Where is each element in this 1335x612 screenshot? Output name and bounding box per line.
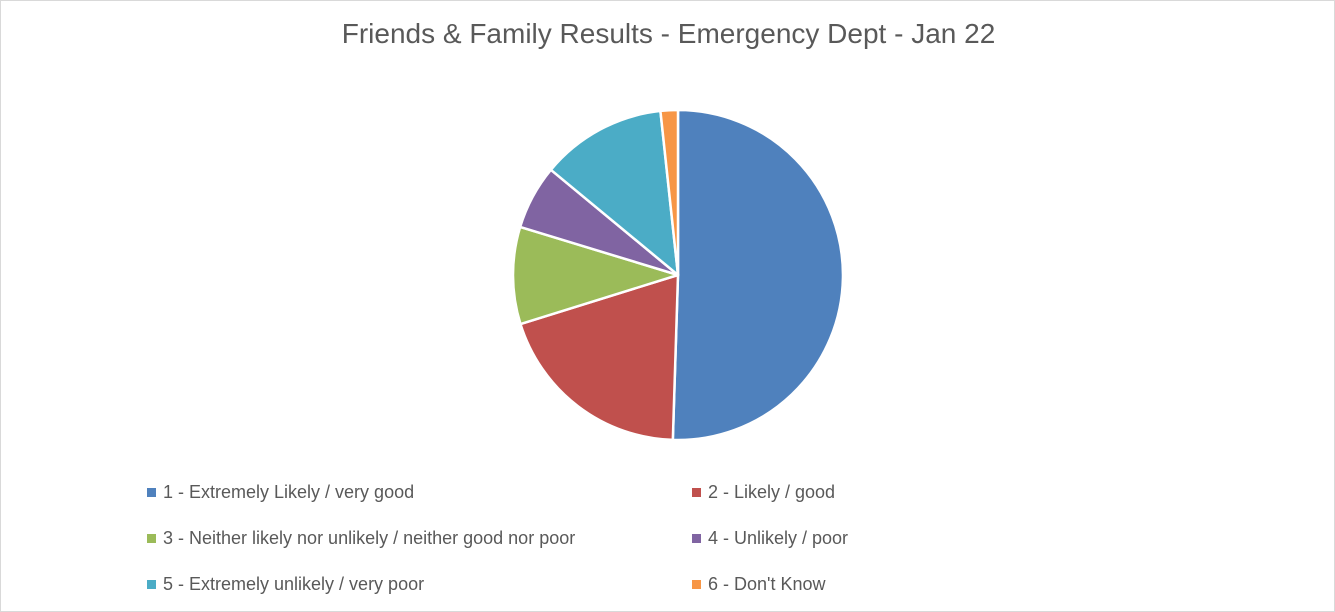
pie-chart (511, 108, 845, 442)
legend-swatch-3 (147, 534, 156, 543)
legend-label-1: 1 - Extremely Likely / very good (163, 482, 415, 502)
pie-slice-3 (511, 225, 680, 326)
legend-item-2: 2 - Likely / good (692, 481, 835, 503)
legend-label-4: 4 - Unlikely / poor (708, 528, 849, 548)
legend-label-3: 3 - Neither likely nor unlikely / neithe… (163, 528, 576, 548)
legend-swatch-2 (692, 488, 701, 497)
pie-slice-2 (519, 273, 680, 442)
legend-swatch-5 (147, 580, 156, 589)
legend-item-3: 3 - Neither likely nor unlikely / neithe… (147, 527, 575, 549)
legend-item-5: 5 - Extremely unlikely / very poor (147, 573, 424, 595)
legend-label-6: 6 - Don't Know (708, 574, 826, 594)
legend-item-6: 6 - Don't Know (692, 573, 826, 595)
legend-label-2: 2 - Likely / good (708, 482, 836, 502)
chart-title: Friends & Family Results - Emergency Dep… (341, 18, 996, 49)
pie-slice-6 (659, 108, 680, 277)
legend-label-5: 5 - Extremely unlikely / very poor (163, 574, 425, 594)
legend-swatch-6 (692, 580, 701, 589)
legend-item-4: 4 - Unlikely / poor (692, 527, 848, 549)
legend-swatch-1 (147, 488, 156, 497)
pie-slice-1 (671, 108, 845, 442)
pie-slice-5 (549, 109, 680, 277)
legend-swatch-4 (692, 534, 701, 543)
legend-item-1: 1 - Extremely Likely / very good (147, 481, 414, 503)
